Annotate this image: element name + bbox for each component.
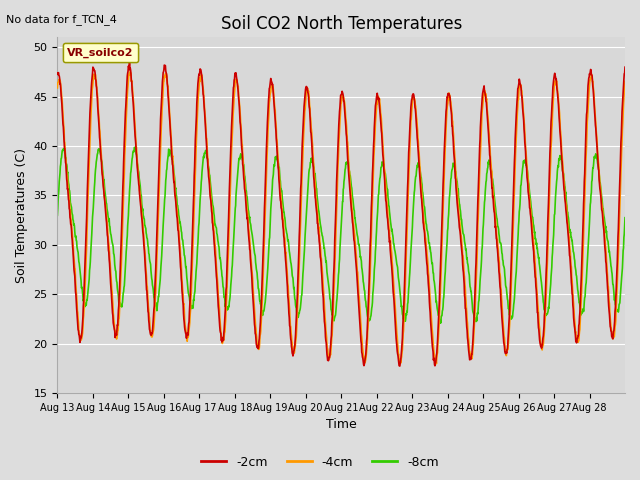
-8cm xyxy=(131,144,138,150)
-2cm xyxy=(54,70,61,76)
-2cm xyxy=(143,287,150,293)
-4cm xyxy=(127,69,134,74)
-4cm xyxy=(327,352,335,358)
-2cm xyxy=(396,363,404,369)
Line: -2cm: -2cm xyxy=(58,63,625,366)
-8cm xyxy=(621,215,629,221)
-8cm xyxy=(559,170,566,176)
-2cm xyxy=(316,249,324,254)
Y-axis label: Soil Temperatures (C): Soil Temperatures (C) xyxy=(15,148,28,283)
-4cm xyxy=(476,168,484,174)
-2cm xyxy=(476,143,484,149)
-8cm xyxy=(327,300,335,305)
-2cm xyxy=(559,170,566,176)
-2cm xyxy=(327,342,335,348)
-8cm xyxy=(476,286,484,292)
-8cm xyxy=(54,212,61,218)
Line: -4cm: -4cm xyxy=(58,72,625,364)
X-axis label: Time: Time xyxy=(326,419,356,432)
-8cm xyxy=(436,320,444,326)
-2cm xyxy=(125,60,133,66)
-4cm xyxy=(143,274,150,279)
-4cm xyxy=(433,361,440,367)
-8cm xyxy=(143,232,150,238)
-8cm xyxy=(614,309,622,315)
Legend: VR_soilco2: VR_soilco2 xyxy=(63,43,138,62)
-2cm xyxy=(614,226,622,232)
-4cm xyxy=(621,78,629,84)
Legend: -2cm, -4cm, -8cm: -2cm, -4cm, -8cm xyxy=(196,451,444,474)
-4cm xyxy=(559,164,566,169)
-2cm xyxy=(621,64,629,70)
Line: -8cm: -8cm xyxy=(58,147,625,323)
-4cm xyxy=(614,251,622,256)
-4cm xyxy=(54,85,61,91)
Text: No data for f_TCN_4: No data for f_TCN_4 xyxy=(6,14,117,25)
-4cm xyxy=(316,240,324,245)
-8cm xyxy=(316,218,324,224)
Title: Soil CO2 North Temperatures: Soil CO2 North Temperatures xyxy=(221,15,462,33)
